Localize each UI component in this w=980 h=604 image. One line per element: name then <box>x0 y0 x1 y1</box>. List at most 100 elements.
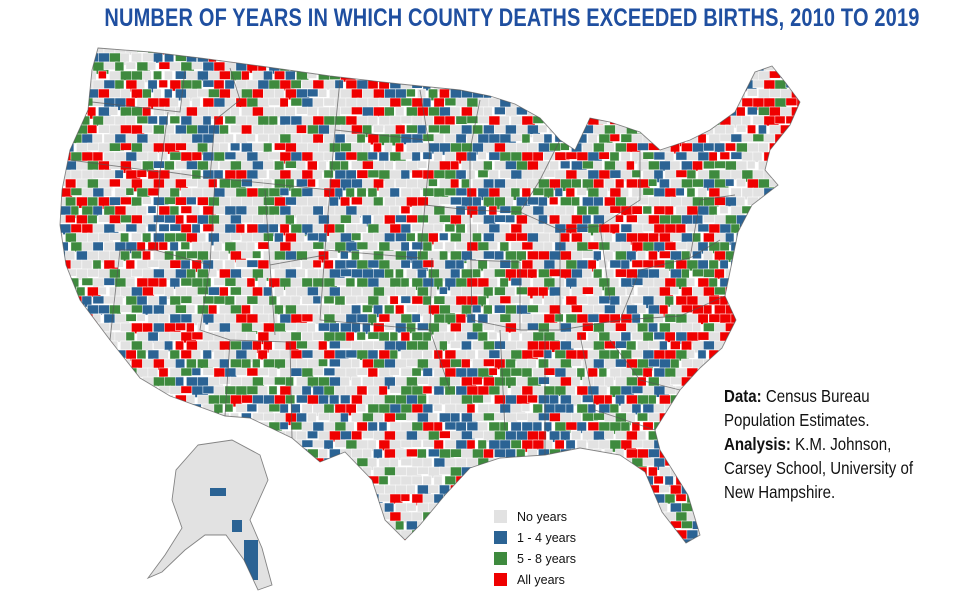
county-cell <box>312 223 325 234</box>
county-cell <box>49 206 58 218</box>
county-cell <box>329 466 344 476</box>
county-cell <box>301 241 314 253</box>
county-cell <box>49 422 58 434</box>
county-cell <box>763 205 774 214</box>
county-cell <box>444 475 457 485</box>
county-cell <box>598 457 612 468</box>
county-cell <box>808 188 817 200</box>
county-cell <box>433 295 447 305</box>
county-cell <box>158 511 175 522</box>
county-cell <box>532 457 546 467</box>
county-cell <box>763 511 773 524</box>
county-cell <box>81 439 91 449</box>
county-cell <box>472 466 484 480</box>
county-cell <box>164 466 174 479</box>
county-cell <box>153 70 162 80</box>
county-cell <box>60 277 73 289</box>
county-cell <box>142 430 152 444</box>
county-cell <box>774 115 786 124</box>
county-cell <box>400 48 414 56</box>
county-cell <box>593 358 605 370</box>
county-cell <box>675 48 693 56</box>
county-cell <box>725 340 738 350</box>
county-cell <box>648 142 663 151</box>
county-cell <box>334 511 348 525</box>
county-cell <box>373 106 386 117</box>
county-cell <box>76 70 87 81</box>
county-cell <box>725 88 735 101</box>
county-cell <box>532 385 545 396</box>
analysis-label: Analysis: <box>724 434 791 454</box>
county-cell <box>637 322 649 333</box>
county-cell <box>697 385 707 395</box>
county-cell <box>257 349 268 361</box>
county-cell <box>186 178 198 187</box>
legend-label: All years <box>517 572 565 587</box>
county-cell <box>114 385 129 397</box>
county-cell <box>505 412 518 423</box>
county-cell <box>758 322 774 334</box>
county-cell <box>246 295 260 305</box>
county-cell <box>692 70 701 84</box>
county-cell <box>81 277 94 286</box>
county-cell <box>494 250 505 261</box>
county-cell <box>49 494 58 504</box>
county-cell <box>461 538 473 543</box>
county-cell <box>197 196 209 206</box>
county-cell <box>714 142 726 153</box>
county-cell <box>70 529 86 542</box>
county-cell <box>708 133 721 144</box>
county-cell <box>538 448 550 459</box>
county-cell <box>620 115 634 128</box>
county-cell <box>494 70 511 84</box>
county-cell <box>516 250 527 262</box>
county-cell <box>356 48 367 56</box>
county-cell <box>653 97 665 110</box>
county-cell <box>774 79 788 91</box>
county-cell <box>60 439 65 449</box>
county-cell <box>549 88 560 101</box>
county-cell <box>769 232 784 246</box>
county-cell <box>109 502 119 512</box>
county-cell <box>692 88 704 100</box>
county-cell <box>290 241 303 253</box>
county-cell <box>560 484 571 494</box>
county-cell <box>395 538 412 543</box>
county-cell <box>686 48 698 52</box>
county-cell <box>169 97 179 108</box>
county-cell <box>367 115 379 127</box>
county-cell <box>461 304 472 318</box>
county-cell <box>703 340 717 350</box>
county-cell <box>191 205 201 217</box>
county-cell <box>373 178 384 192</box>
county-cell <box>681 430 690 443</box>
county-cell <box>87 412 99 421</box>
county-cell <box>92 439 108 450</box>
county-cell <box>499 48 517 54</box>
county-cell <box>120 430 130 439</box>
county-cell <box>461 484 473 496</box>
county-cell <box>230 340 243 350</box>
county-cell <box>769 160 780 173</box>
county-cell <box>114 403 124 415</box>
county-cell <box>808 314 823 324</box>
county-cell <box>686 115 701 129</box>
county-cell <box>411 421 425 432</box>
county-cell <box>422 115 434 127</box>
county-cell <box>774 223 791 234</box>
county-cell <box>598 259 608 269</box>
county-cell <box>642 61 659 73</box>
county-cell <box>675 115 690 128</box>
county-cell <box>648 502 658 512</box>
county-cell <box>301 439 315 448</box>
county-cell <box>604 466 617 477</box>
county-cell <box>664 367 676 379</box>
county-cell <box>714 358 724 369</box>
county-cell <box>719 205 729 214</box>
county-cell <box>125 439 140 450</box>
county-cell <box>241 286 254 296</box>
county-cell <box>65 340 75 352</box>
county-cell <box>780 322 796 335</box>
county-cell <box>747 358 760 367</box>
county-cell <box>246 48 257 54</box>
